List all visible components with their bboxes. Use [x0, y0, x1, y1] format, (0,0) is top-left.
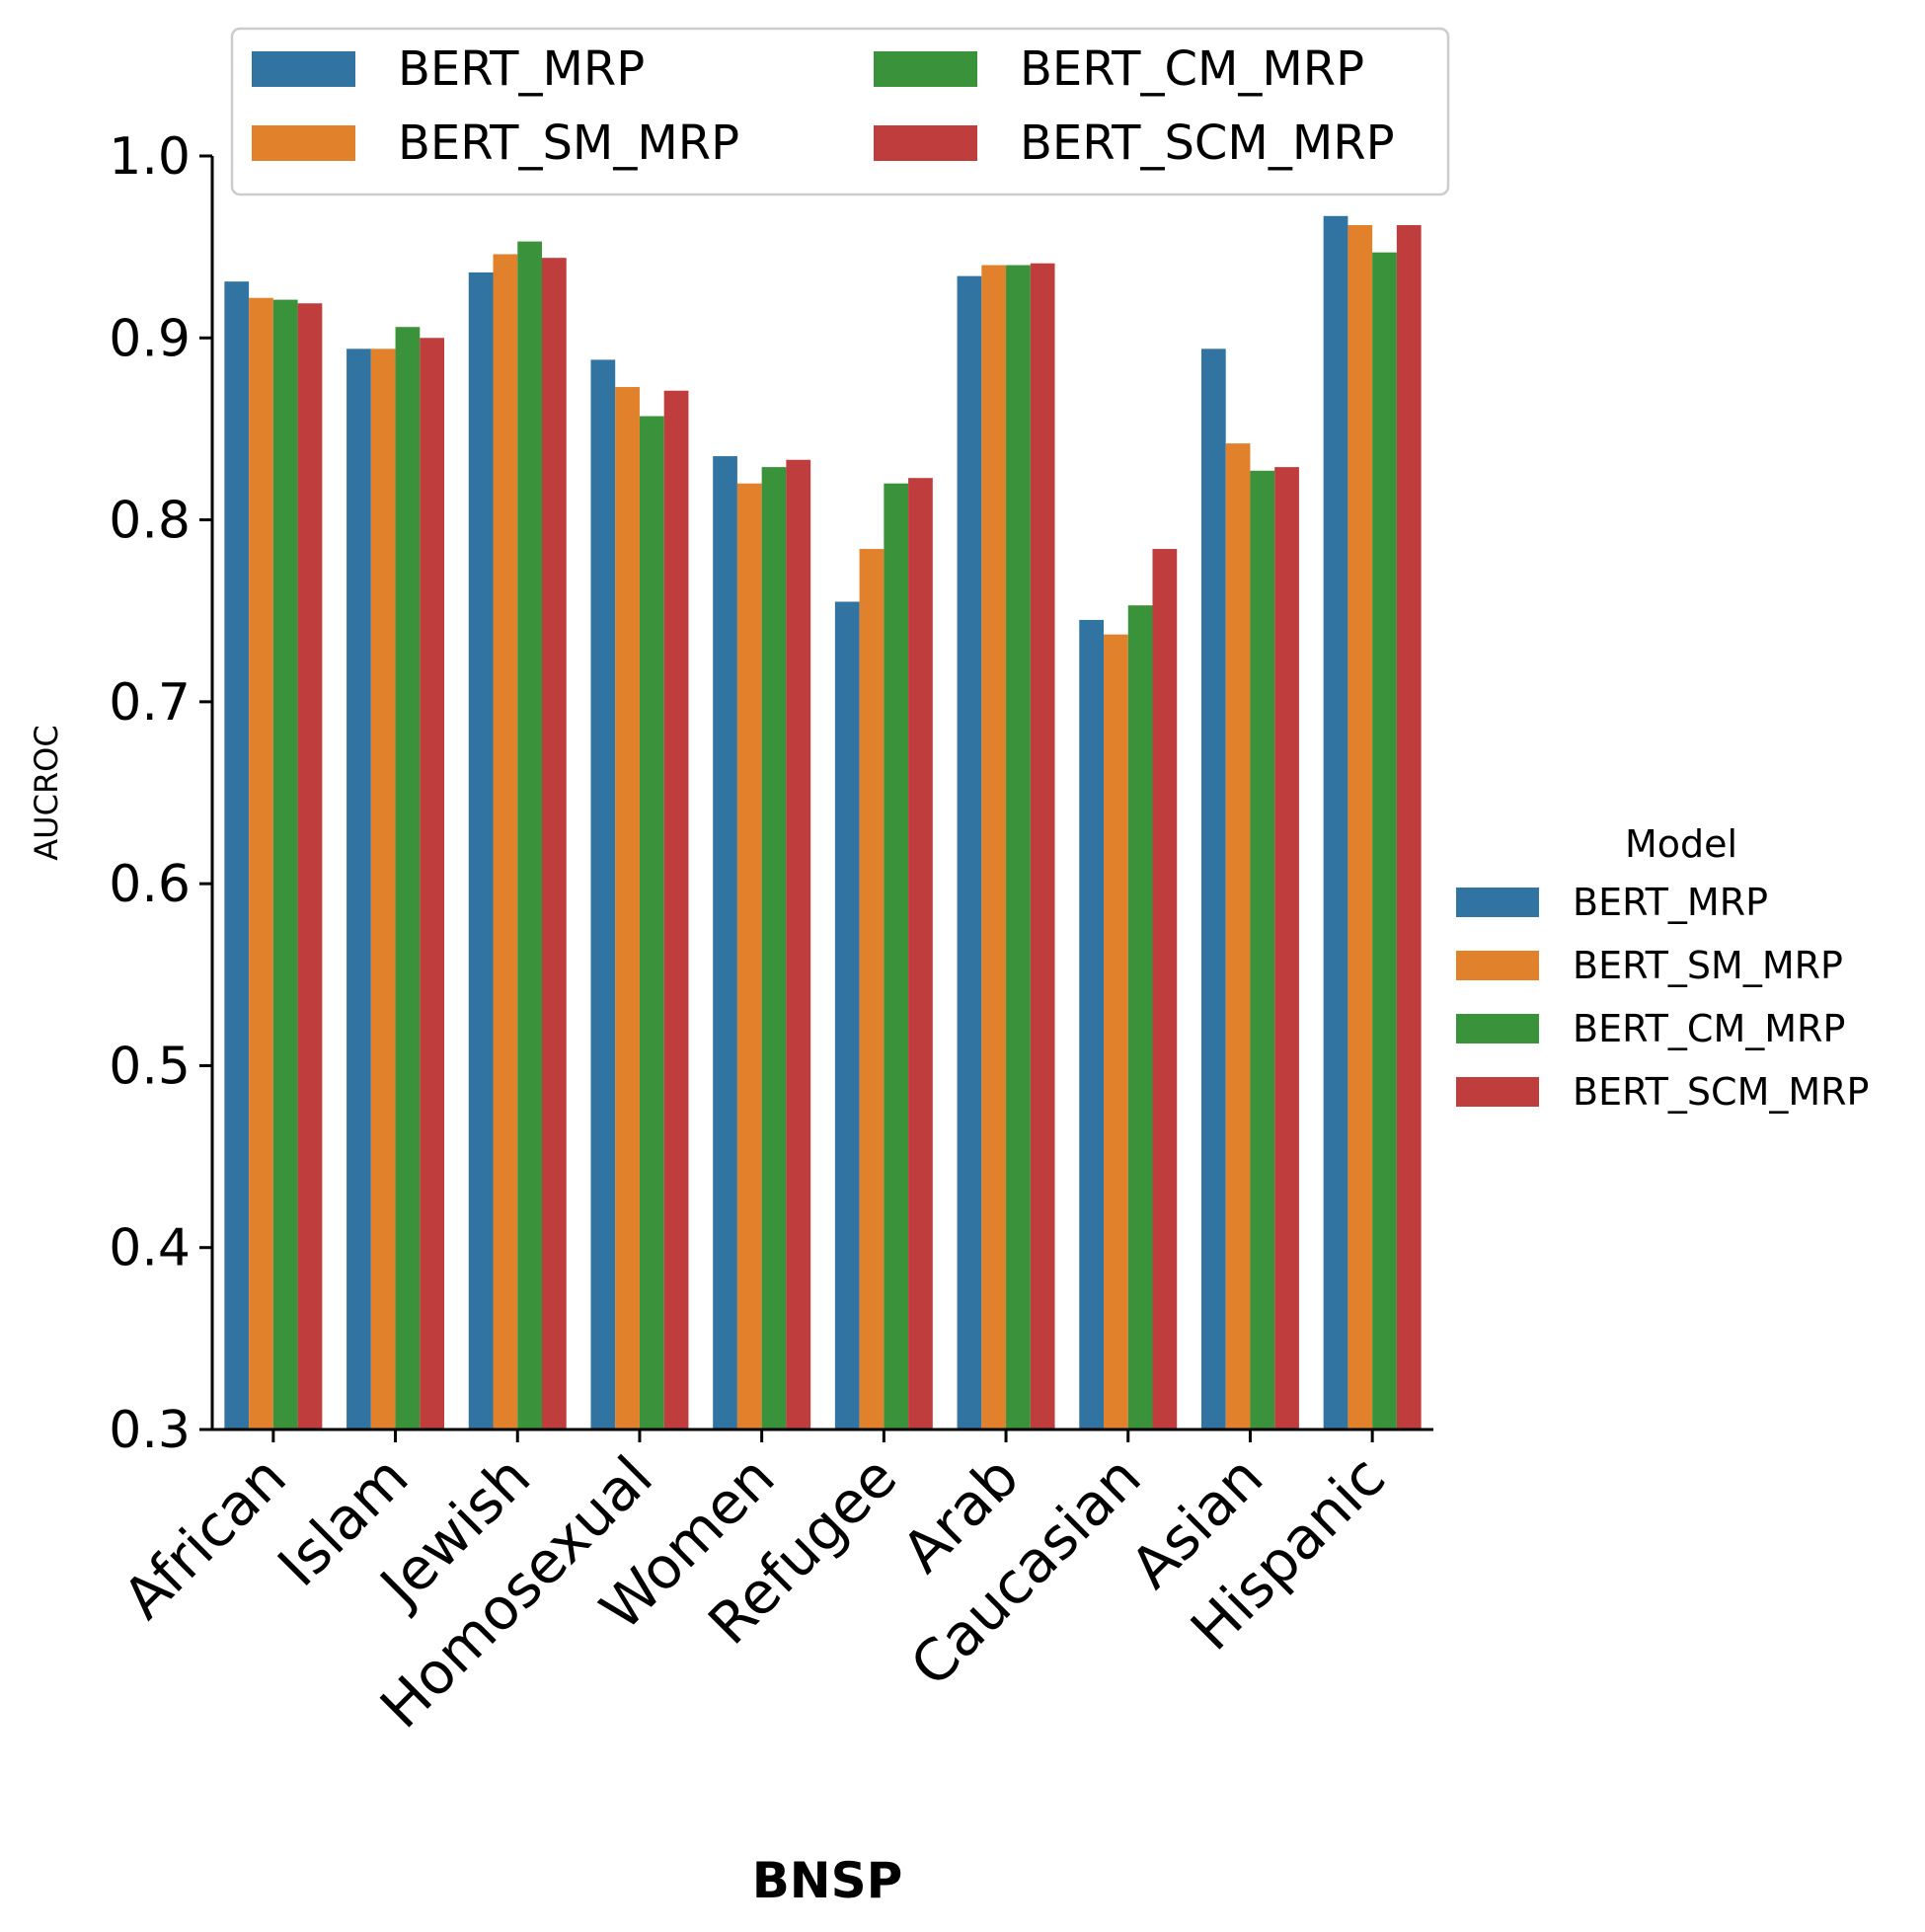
- bar-asian-bert-sm-mrp: [1225, 443, 1251, 1430]
- bar-arab-bert-sm-mrp: [981, 265, 1007, 1430]
- bar-jewish-bert-mrp: [468, 271, 494, 1430]
- legend-top-swatch-bert-scm-mrp: [874, 125, 977, 161]
- y-axis-title: AUCROC: [28, 725, 65, 860]
- legend-side-label: BERT_CM_MRP: [1573, 1007, 1845, 1050]
- bar-hispanic-bert-cm-mrp: [1372, 252, 1397, 1430]
- bar-caucasian-bert-scm-mrp: [1152, 549, 1178, 1430]
- y-tick-label: 0.9: [109, 309, 191, 368]
- legend-top-label: BERT_MRP: [398, 41, 645, 97]
- bar-caucasian-bert-sm-mrp: [1104, 634, 1128, 1430]
- bar-jewish-bert-cm-mrp: [517, 241, 542, 1430]
- legend-top-frame: [230, 27, 1450, 196]
- legend-side: Model BERT_MRP BERT_SM_MRP BERT_CM_MRP BERT…: [1456, 822, 1869, 1114]
- y-tick-label: 0.3: [109, 1401, 191, 1460]
- bar-caucasian-bert-cm-mrp: [1127, 605, 1153, 1430]
- bar-african-bert-mrp: [224, 281, 250, 1430]
- legend-top-label: BERT_SCM_MRP: [1020, 116, 1395, 171]
- legend-top-swatch-bert-cm-mrp: [874, 51, 977, 87]
- legend-top-label: BERT_CM_MRP: [1020, 41, 1364, 97]
- legend-side-label: BERT_SM_MRP: [1573, 944, 1843, 987]
- bar-jewish-bert-scm-mrp: [541, 258, 567, 1430]
- bar-arab-bert-mrp: [957, 275, 982, 1430]
- bar-hispanic-bert-mrp: [1323, 215, 1348, 1430]
- bar-african-bert-cm-mrp: [272, 299, 298, 1430]
- bar-islam-bert-sm-mrp: [370, 348, 396, 1430]
- bar-caucasian-bert-mrp: [1079, 619, 1105, 1430]
- legend-side-swatch-bert-sm-mrp: [1456, 951, 1539, 980]
- x-tick-label-african: African: [111, 1443, 299, 1632]
- y-tick-label: 1.0: [109, 127, 191, 187]
- bars-group: [224, 215, 1422, 1430]
- legend-top-swatch-bert-mrp: [252, 51, 355, 87]
- x-ticks-group: AfricanIslamJewishHomosexualWomenRefugee…: [111, 1430, 1398, 1741]
- legend-side-swatch-bert-cm-mrp: [1456, 1014, 1539, 1043]
- legend-top: BERT_MRP BERT_SM_MRP BERT_CM_MRP BERT_SCM_M…: [230, 27, 1450, 196]
- y-tick-label: 0.4: [109, 1219, 191, 1278]
- bar-refugee-bert-mrp: [834, 601, 860, 1430]
- y-tick-label: 0.8: [109, 492, 191, 551]
- legend-side-label: BERT_SCM_MRP: [1573, 1070, 1869, 1114]
- bar-women-bert-cm-mrp: [761, 467, 787, 1430]
- bar-asian-bert-mrp: [1200, 348, 1226, 1430]
- bar-arab-bert-scm-mrp: [1030, 263, 1055, 1430]
- bar-refugee-bert-scm-mrp: [908, 478, 933, 1430]
- legend-side-label: BERT_MRP: [1573, 881, 1768, 924]
- bar-women-bert-sm-mrp: [736, 483, 762, 1430]
- bar-arab-bert-cm-mrp: [1006, 265, 1031, 1430]
- bar-homosexual-bert-scm-mrp: [663, 390, 689, 1430]
- legend-side-swatch-bert-scm-mrp: [1456, 1077, 1539, 1107]
- legend-side-swatch-bert-mrp: [1456, 888, 1539, 917]
- y-tick-label: 0.5: [109, 1037, 191, 1096]
- bar-women-bert-mrp: [713, 456, 737, 1430]
- bar-hispanic-bert-sm-mrp: [1348, 225, 1373, 1430]
- bar-islam-bert-cm-mrp: [395, 327, 421, 1430]
- legend-side-title: Model: [1625, 822, 1737, 866]
- bar-homosexual-bert-mrp: [590, 359, 616, 1430]
- legend-top-swatch-bert-sm-mrp: [252, 125, 355, 161]
- bar-women-bert-scm-mrp: [786, 459, 811, 1430]
- y-tick-label: 0.6: [109, 855, 191, 914]
- y-tick-label: 0.7: [109, 673, 191, 733]
- bar-refugee-bert-cm-mrp: [884, 483, 909, 1430]
- bar-jewish-bert-sm-mrp: [493, 254, 518, 1430]
- axes-group: [210, 156, 1433, 1431]
- bar-hispanic-bert-scm-mrp: [1396, 225, 1422, 1430]
- bar-islam-bert-mrp: [346, 348, 371, 1430]
- bar-asian-bert-scm-mrp: [1274, 467, 1299, 1430]
- x-axis-title: BNSP: [752, 1852, 903, 1909]
- bar-african-bert-scm-mrp: [297, 303, 323, 1430]
- bar-homosexual-bert-sm-mrp: [615, 387, 640, 1430]
- bar-homosexual-bert-cm-mrp: [639, 416, 664, 1430]
- bar-refugee-bert-sm-mrp: [859, 549, 885, 1430]
- bar-african-bert-sm-mrp: [249, 297, 273, 1430]
- bar-islam-bert-scm-mrp: [420, 338, 445, 1430]
- legend-top-label: BERT_SM_MRP: [398, 116, 739, 171]
- y-ticks-group: 0.3 0.4 0.5 0.6 0.7 0.8 0.9 1.0: [109, 127, 212, 1460]
- bar-asian-bert-cm-mrp: [1250, 470, 1275, 1430]
